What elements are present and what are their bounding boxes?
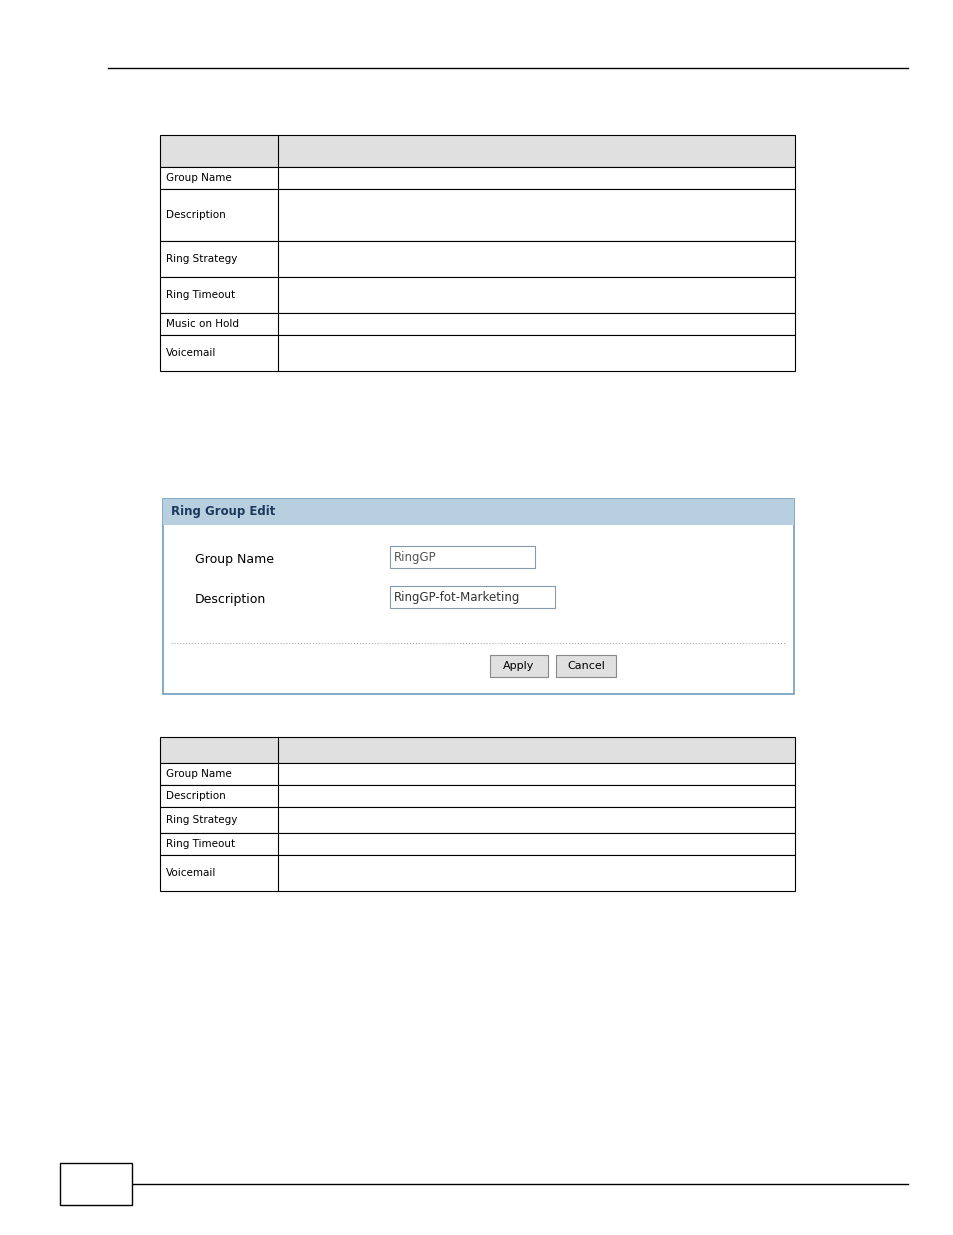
Bar	[160, 135, 794, 167]
Bar	[163, 499, 793, 525]
Bar	[160, 737, 794, 763]
Bar	[160, 189, 794, 241]
Bar	[163, 499, 793, 694]
Text: Voicemail: Voicemail	[166, 868, 216, 878]
Bar	[160, 806, 794, 832]
Bar	[160, 855, 794, 890]
Bar	[60, 1163, 132, 1205]
Bar	[160, 241, 794, 277]
Bar	[160, 167, 794, 189]
Text: Ring Timeout: Ring Timeout	[166, 839, 234, 848]
Bar	[390, 546, 535, 568]
Bar	[160, 832, 794, 855]
Bar	[160, 312, 794, 335]
Text: Cancel: Cancel	[566, 661, 604, 671]
Bar	[160, 335, 794, 370]
Text: Ring Group Edit: Ring Group Edit	[171, 505, 275, 519]
Text: Group Name: Group Name	[166, 173, 232, 183]
Bar	[556, 655, 616, 677]
Text: Apply: Apply	[503, 661, 534, 671]
Text: Group Name: Group Name	[194, 553, 274, 567]
Text: Voicemail: Voicemail	[166, 348, 216, 358]
Bar	[160, 785, 794, 806]
Text: Description: Description	[166, 210, 226, 220]
Text: RingGP-fot-Marketing: RingGP-fot-Marketing	[394, 590, 519, 604]
Text: Ring Timeout: Ring Timeout	[166, 290, 234, 300]
Text: Description: Description	[166, 790, 226, 802]
Text: Ring Strategy: Ring Strategy	[166, 254, 237, 264]
Text: Group Name: Group Name	[166, 769, 232, 779]
Text: Ring Strategy: Ring Strategy	[166, 815, 237, 825]
Text: Music on Hold: Music on Hold	[166, 319, 239, 329]
Text: Description: Description	[194, 594, 266, 606]
Bar	[160, 277, 794, 312]
Bar	[490, 655, 547, 677]
Bar	[390, 585, 555, 608]
Bar	[160, 763, 794, 785]
Text: RingGP: RingGP	[394, 551, 436, 563]
